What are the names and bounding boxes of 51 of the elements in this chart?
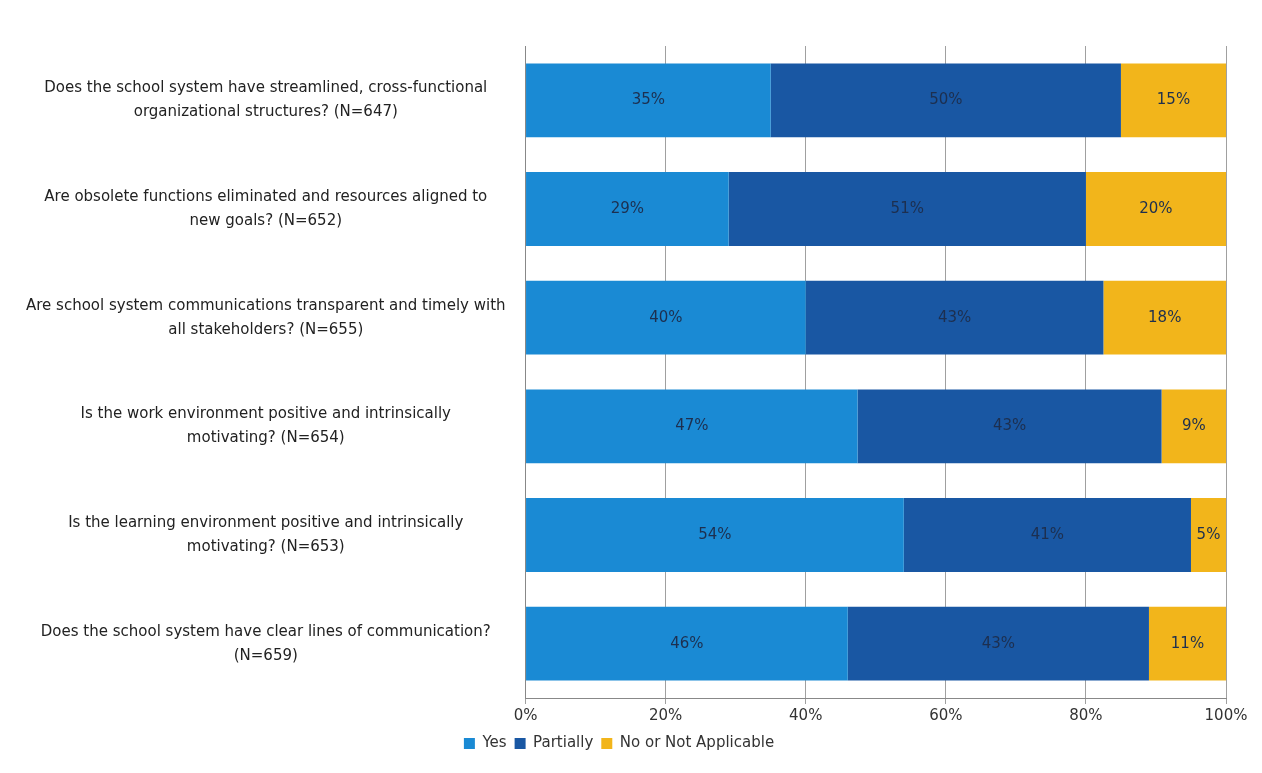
data-label: 46% (670, 633, 704, 652)
bar (805, 280, 1104, 355)
data-label: 35% (631, 90, 666, 109)
bar (847, 606, 1149, 681)
y-tick-label: Is the work environment positive and intrinsically motivating? (N=654) (80, 404, 452, 447)
bar (526, 498, 904, 572)
data-label: 43% (981, 633, 1016, 652)
data-label: 41% (1030, 524, 1065, 543)
bar (770, 63, 1121, 138)
y-tick-label: Are obsolete functions eliminated and resources aligned to new goals? (N=652) (44, 186, 488, 229)
data-label: 20% (1139, 198, 1173, 217)
legend-label: No or Not Applicable (619, 733, 775, 752)
legend-label: Yes (481, 733, 507, 752)
bar (526, 63, 771, 138)
x-tick-label: 60% (929, 705, 963, 724)
data-label: 11% (1170, 633, 1205, 652)
data-label: 54% (698, 524, 732, 543)
x-tick-label: 80% (1069, 705, 1103, 724)
data-label: 5% (1196, 524, 1221, 543)
data-label: 15% (1156, 90, 1191, 109)
x-tick-label: 0% (513, 705, 538, 724)
y-tick-label: Does the school system have streamlined, cross-functional organizational structures? (N=647) (44, 78, 488, 121)
data-label: 50% (929, 90, 963, 109)
bar (1161, 389, 1226, 464)
bar (857, 389, 1162, 464)
bar (526, 280, 806, 355)
data-label: 43% (937, 307, 972, 326)
data-label: 29% (610, 198, 645, 217)
data-label: 51% (890, 198, 924, 217)
data-label: 40% (649, 307, 683, 326)
bar (1103, 280, 1226, 355)
bar (1120, 63, 1226, 138)
y-tick-label: Does the school system have clear lines of communication? (N=659) (40, 621, 491, 664)
y-tick-label: Is the learning environment positive and intrinsically motivating? (N=653) (68, 512, 464, 555)
bar (1085, 172, 1226, 246)
x-tick-label: 20% (648, 705, 683, 724)
bar (1190, 498, 1226, 572)
bar (526, 172, 729, 246)
legend-label: Partially (533, 733, 594, 752)
bar (526, 606, 848, 681)
x-tick-label: 100% (1204, 705, 1248, 724)
bar (1148, 606, 1226, 681)
data-label: 18% (1148, 307, 1182, 326)
data-label: 47% (675, 416, 709, 435)
data-label: 43% (992, 416, 1027, 435)
y-tick-label: Are school system communications transparent and timely with all stakeholders? (N=655) (26, 295, 506, 338)
bar (526, 389, 858, 464)
bar (728, 172, 1086, 246)
x-tick-label: 40% (789, 705, 823, 724)
data-label: 9% (1181, 416, 1206, 435)
bar (903, 498, 1191, 572)
